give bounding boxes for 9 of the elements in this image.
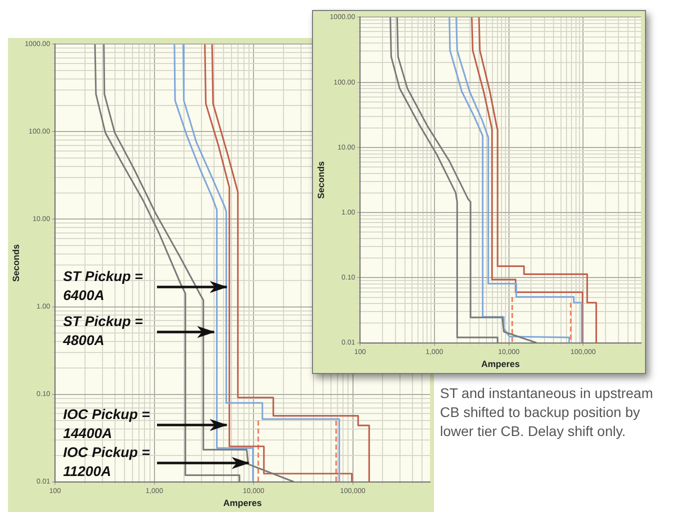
annotation: ST Pickup = 4800A: [63, 313, 143, 348]
y-axis-title: Seconds: [10, 244, 21, 282]
annotation: IOC Pickup = 11200A: [63, 444, 150, 480]
text: ST and instantaneous in upstream CB shifted to backup position by lower tier CB. Delay shift only.: [440, 384, 654, 441]
y-axis-title: Seconds: [316, 161, 326, 199]
x-axis-title: Amperes: [223, 498, 262, 508]
annotation: ST Pickup = 6400A: [63, 268, 143, 303]
annotation: IOC Pickup = 14400A: [63, 406, 150, 442]
x-axis-title: Amperes: [481, 359, 520, 370]
